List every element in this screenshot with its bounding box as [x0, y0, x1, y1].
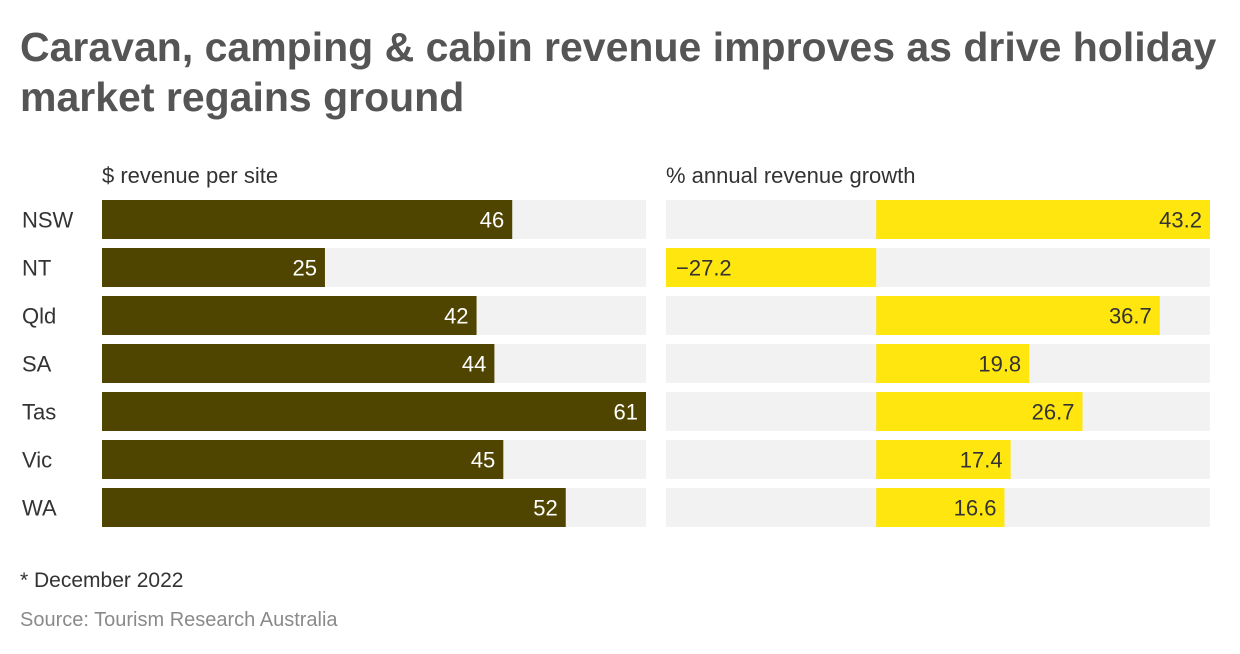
revenue-bar-tas [102, 392, 646, 431]
category-label-tas: Tas [22, 400, 56, 425]
growth-bar-nt [666, 248, 877, 287]
source-note: Source: Tourism Research Australia [20, 609, 338, 631]
revenue-panel-title: $ revenue per site [102, 163, 278, 188]
revenue-bar-nt [102, 248, 325, 287]
growth-bar-qld [876, 296, 1160, 335]
growth-bar-wa [876, 488, 1005, 527]
growth-value-label-nsw: 43.2 [1159, 208, 1202, 233]
category-label-sa: SA [22, 352, 52, 377]
growth-panel-title: % annual revenue growth [666, 163, 916, 188]
growth-bar-sa [876, 344, 1030, 383]
growth-value-label-sa: 19.8 [978, 352, 1021, 377]
category-label-wa: WA [22, 496, 57, 521]
growth-value-label-qld: 36.7 [1109, 304, 1152, 329]
revenue-bar-vic [102, 440, 504, 479]
revenue-bar-wa [102, 488, 566, 527]
revenue-value-label-nsw: 46 [480, 208, 504, 233]
growth-value-label-vic: 17.4 [960, 448, 1003, 473]
revenue-value-label-vic: 45 [471, 448, 495, 473]
revenue-value-label-wa: 52 [533, 496, 557, 521]
growth-value-label-nt: −27.2 [676, 256, 732, 281]
revenue-bar-qld [102, 296, 477, 335]
growth-value-label-wa: 16.6 [954, 496, 997, 521]
chart-svg: NSW NT Qld SA Tas Vic WA $ revenue per site 46 25… [22, 163, 1210, 527]
chart-title: Caravan, camping & cabin revenue improve… [20, 24, 1217, 120]
growth-bar-vic [876, 440, 1011, 479]
revenue-bar-nsw [102, 200, 513, 239]
revenue-value-label-nt: 25 [292, 256, 316, 281]
revenue-value-label-sa: 44 [462, 352, 486, 377]
growth-value-label-tas: 26.7 [1032, 400, 1075, 425]
growth-bar-tas [876, 392, 1083, 431]
footnote: * December 2022 [20, 569, 184, 592]
category-label-nt: NT [22, 256, 51, 281]
revenue-value-label-qld: 42 [444, 304, 468, 329]
revenue-bar-sa [102, 344, 495, 383]
category-label-nsw: NSW [22, 208, 74, 233]
category-label-vic: Vic [22, 448, 52, 473]
category-label-qld: Qld [22, 304, 56, 329]
revenue-value-label-tas: 61 [614, 400, 638, 425]
growth-bar-nsw [876, 200, 1210, 239]
